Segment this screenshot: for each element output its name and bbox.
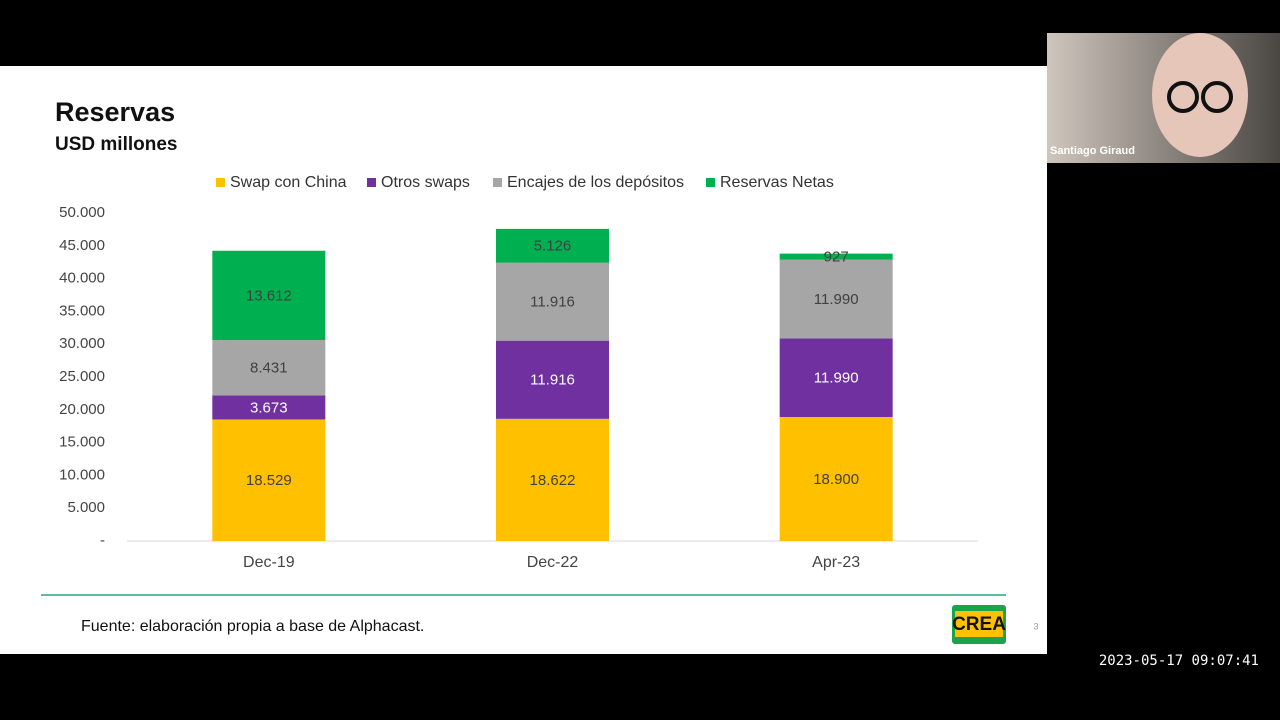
value-label: 18.529 bbox=[246, 472, 292, 489]
value-label: 13.612 bbox=[246, 287, 292, 304]
y-tick-label: 5.000 bbox=[67, 499, 105, 516]
webcam-glasses bbox=[1201, 81, 1233, 113]
chart-title: Reservas bbox=[55, 97, 175, 127]
y-tick-label: - bbox=[100, 532, 105, 549]
bar-segment bbox=[212, 250, 326, 341]
legend-label: Otros swaps bbox=[381, 174, 470, 191]
value-label: 3.673 bbox=[250, 399, 288, 416]
page-number: 3 bbox=[1033, 621, 1038, 631]
bar-segment bbox=[496, 340, 609, 419]
logo-text: CREA bbox=[952, 614, 1006, 635]
value-label: 11.916 bbox=[530, 372, 575, 389]
source-note: Fuente: elaboración propia a base de Alp… bbox=[81, 618, 424, 635]
legend-marker bbox=[706, 178, 715, 187]
value-label: 18.900 bbox=[813, 471, 859, 488]
bar-segment bbox=[212, 340, 326, 396]
value-label: 8.431 bbox=[250, 360, 288, 377]
webcam-face bbox=[1152, 33, 1248, 157]
legend-marker bbox=[367, 178, 376, 187]
value-label: 18.622 bbox=[530, 472, 576, 489]
logo-inner bbox=[955, 611, 1003, 637]
bar-segment bbox=[779, 259, 893, 339]
y-tick-label: 40.000 bbox=[59, 270, 105, 287]
value-label: 11.990 bbox=[814, 291, 859, 308]
y-tick-label: 25.000 bbox=[59, 368, 105, 385]
y-tick-label: 10.000 bbox=[59, 466, 105, 483]
value-label: 927 bbox=[824, 249, 849, 266]
bar-segment bbox=[779, 253, 893, 260]
chart-subtitle: USD millones bbox=[55, 134, 177, 155]
y-tick-label: 45.000 bbox=[59, 237, 105, 254]
legend-label: Reservas Netas bbox=[720, 174, 834, 191]
participant-name: Santiago Giraud bbox=[1050, 145, 1135, 157]
legend-marker bbox=[216, 178, 225, 187]
x-tick-label: Apr-23 bbox=[812, 554, 860, 571]
legend-label: Encajes de los depósitos bbox=[507, 174, 684, 191]
x-tick-label: Dec-22 bbox=[527, 554, 579, 571]
y-tick-label: 15.000 bbox=[59, 434, 105, 451]
bar-segment bbox=[779, 417, 893, 541]
y-tick-label: 30.000 bbox=[59, 335, 105, 352]
y-tick-label: 35.000 bbox=[59, 302, 105, 319]
value-label: 11.916 bbox=[530, 294, 575, 311]
value-label: 11.990 bbox=[814, 370, 859, 387]
timestamp: 2023-05-17 09:07:41 bbox=[1099, 653, 1259, 669]
legend-marker bbox=[493, 178, 502, 187]
legend-label: Swap con China bbox=[230, 174, 347, 191]
bar-segment bbox=[496, 418, 609, 541]
webcam-glasses bbox=[1167, 81, 1199, 113]
x-tick-label: Dec-19 bbox=[243, 554, 295, 571]
bar-segment bbox=[779, 338, 893, 418]
y-tick-label: 20.000 bbox=[59, 401, 105, 418]
y-tick-label: 50.000 bbox=[59, 204, 105, 221]
bar-segment bbox=[212, 419, 326, 541]
bar-segment bbox=[212, 395, 326, 420]
bar-segment bbox=[496, 262, 609, 341]
value-label: 5.126 bbox=[534, 238, 572, 255]
bar-segment bbox=[496, 228, 609, 263]
